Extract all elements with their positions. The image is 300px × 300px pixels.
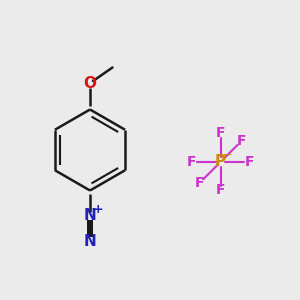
Text: N: N <box>84 208 96 224</box>
Text: F: F <box>244 155 254 169</box>
Text: F: F <box>216 127 225 140</box>
Text: N: N <box>84 234 96 249</box>
Text: O: O <box>83 76 97 92</box>
Text: +: + <box>93 203 104 216</box>
Text: F: F <box>187 155 197 169</box>
Text: −: − <box>222 149 232 160</box>
Text: F: F <box>195 176 205 190</box>
Text: F: F <box>236 134 246 148</box>
Text: F: F <box>216 184 225 197</box>
Text: P: P <box>215 154 226 169</box>
